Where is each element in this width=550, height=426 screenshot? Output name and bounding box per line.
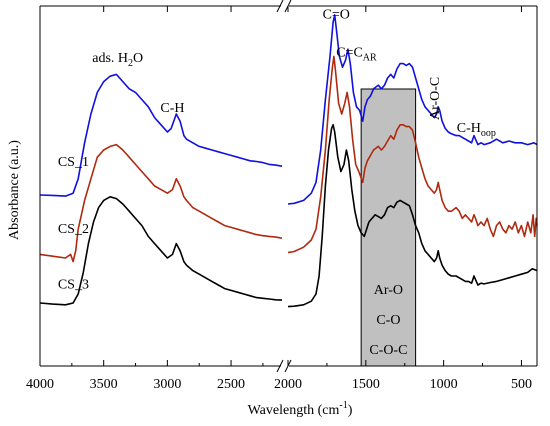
axis-break-mark	[276, 0, 284, 13]
shaded-region	[360, 88, 417, 367]
x-tick-label: 4000	[26, 377, 54, 392]
series-line-cs-1	[39, 73, 283, 197]
x-tick-label: 3500	[90, 377, 118, 392]
shaded-region-label: C-O-C	[369, 343, 407, 358]
annotation-c-h-oop: C-Hoop	[457, 121, 496, 139]
series-line-cs-2	[39, 143, 283, 263]
annotation-ar-o-c: Ar-O-C	[428, 77, 443, 120]
x-tick-label: 1500	[352, 377, 380, 392]
x-axis-title: Wavelength (cm-1)	[248, 400, 353, 418]
series-layer	[39, 14, 538, 308]
shaded-region-label: C-O	[376, 313, 400, 328]
shaded-region-layer	[360, 88, 417, 367]
axes-layer	[39, 0, 538, 373]
x-tick-label: 2500	[217, 377, 245, 392]
axis-break-mark	[276, 359, 284, 373]
x-tick-label: 3000	[153, 377, 181, 392]
shaded-region-label: Ar-O	[374, 283, 403, 298]
series-label: CS_2	[58, 222, 89, 237]
annotation-ads-h2o: ads. H2O	[92, 51, 143, 69]
series-label: CS_3	[58, 278, 89, 293]
annotation-c-o-double: C=O	[323, 8, 350, 23]
x-tick-label: 1000	[430, 377, 458, 392]
annotation-c-h: C-H	[160, 101, 184, 116]
labels-layer: Ar-O C-O C-O-C CS_1 CS_2 CS_3 4000 3500 3000 2500…	[26, 8, 532, 392]
annotation-c-c-ar: C=CAR	[336, 45, 377, 63]
series-line-cs-1	[287, 14, 538, 205]
series-line-cs-2	[287, 55, 538, 254]
series-line-cs-3	[39, 196, 283, 306]
x-tick-label: 2000	[274, 377, 302, 392]
x-tick-label: 500	[511, 377, 532, 392]
y-axis-title: Absorbance (a.u.)	[7, 140, 22, 240]
series-label: CS_1	[58, 155, 89, 170]
series-line-cs-3	[287, 124, 538, 308]
